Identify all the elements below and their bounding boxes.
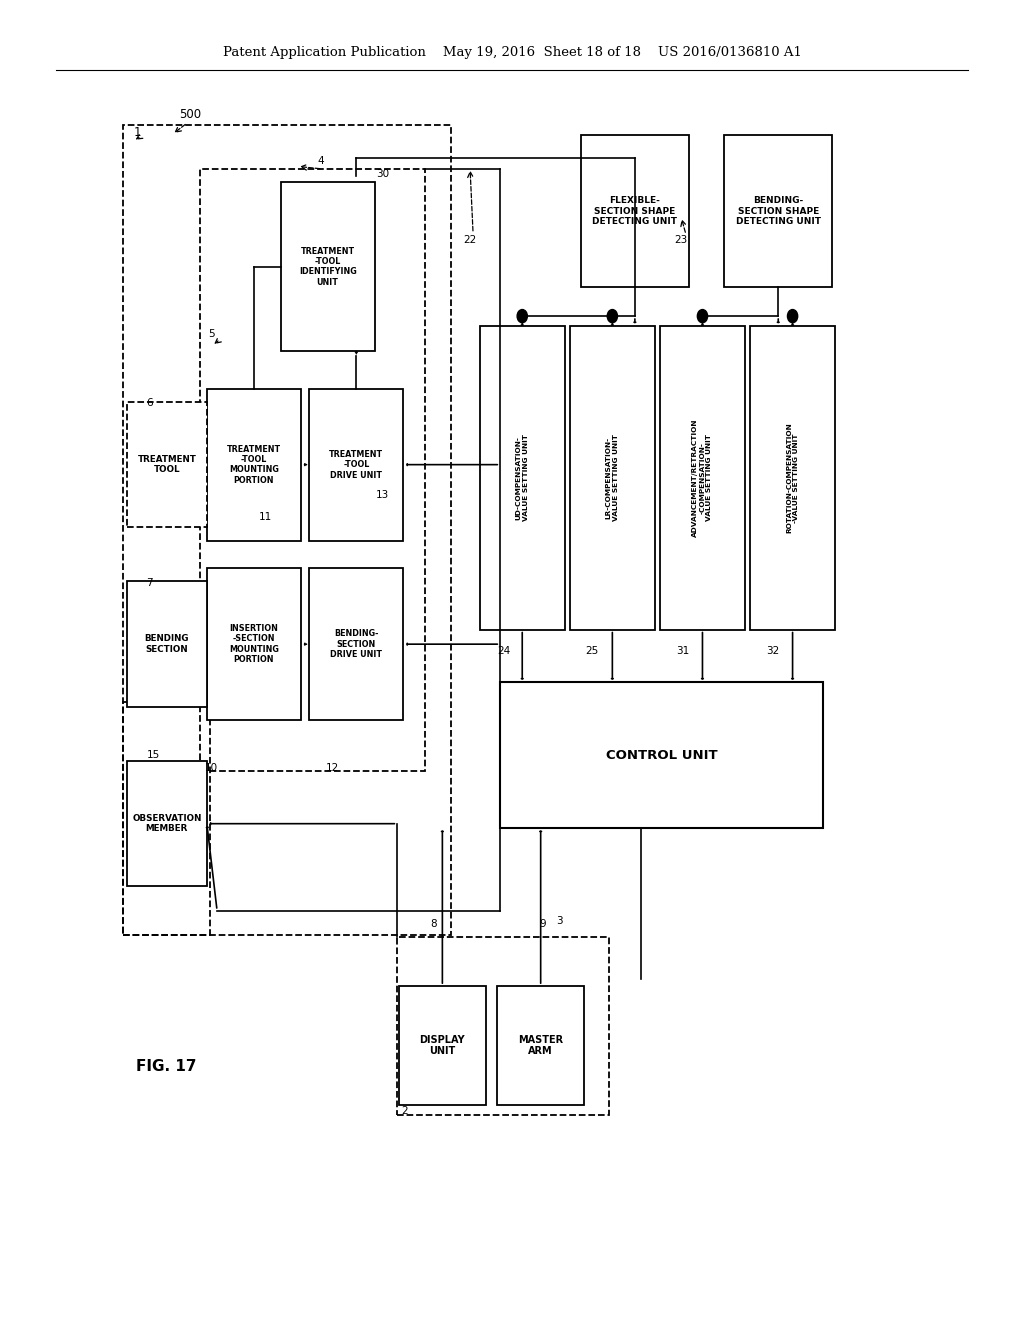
Text: UD-COMPENSATION-
VALUE SETTING UNIT: UD-COMPENSATION- VALUE SETTING UNIT <box>516 434 528 521</box>
Text: 8: 8 <box>430 919 436 929</box>
Text: 24: 24 <box>498 645 511 656</box>
Circle shape <box>607 309 617 323</box>
Text: 3: 3 <box>556 916 562 927</box>
Bar <box>207 568 301 721</box>
Text: 23: 23 <box>674 235 687 246</box>
Text: 30: 30 <box>376 169 389 180</box>
Text: TREATMENT
-TOOL
MOUNTING
PORTION: TREATMENT -TOOL MOUNTING PORTION <box>227 445 281 484</box>
Bar <box>207 388 301 541</box>
Text: 7: 7 <box>146 578 153 589</box>
Bar <box>309 388 403 541</box>
Text: 32: 32 <box>766 645 779 656</box>
Text: 500: 500 <box>179 108 202 121</box>
Text: TREATMENT
-TOOL
IDENTIFYING
UNIT: TREATMENT -TOOL IDENTIFYING UNIT <box>299 247 356 286</box>
Text: BENDING
SECTION: BENDING SECTION <box>144 635 189 653</box>
Text: ROTATION-COMPENSATION
-VALUE SETTING UNIT: ROTATION-COMPENSATION -VALUE SETTING UNI… <box>786 422 799 533</box>
Bar <box>123 125 451 935</box>
Text: 13: 13 <box>376 490 389 500</box>
Text: FIG. 17: FIG. 17 <box>135 1059 197 1074</box>
Bar <box>309 568 403 721</box>
Bar <box>397 937 609 1115</box>
Text: FLEXIBLE-
SECTION SHAPE
DETECTING UNIT: FLEXIBLE- SECTION SHAPE DETECTING UNIT <box>592 197 678 226</box>
Bar <box>582 136 688 288</box>
Text: 15: 15 <box>146 750 160 760</box>
Bar <box>399 986 486 1105</box>
Bar <box>127 401 207 527</box>
Text: TREATMENT
TOOL: TREATMENT TOOL <box>137 455 197 474</box>
Bar <box>127 581 207 708</box>
Text: TREATMENT
-TOOL
DRIVE UNIT: TREATMENT -TOOL DRIVE UNIT <box>330 450 383 479</box>
Text: OBSERVATION
MEMBER: OBSERVATION MEMBER <box>132 814 202 833</box>
Bar <box>569 326 655 630</box>
Bar <box>660 326 745 630</box>
Text: INSERTION
-SECTION
MOUNTING
PORTION: INSERTION -SECTION MOUNTING PORTION <box>229 624 279 664</box>
Text: Patent Application Publication    May 19, 2016  Sheet 18 of 18    US 2016/013681: Patent Application Publication May 19, 2… <box>222 46 802 59</box>
Bar <box>501 682 823 828</box>
Bar <box>200 169 425 771</box>
Bar <box>127 760 207 887</box>
Text: 22: 22 <box>463 235 476 246</box>
Text: 10: 10 <box>205 763 218 774</box>
Bar <box>750 326 836 630</box>
Text: 12: 12 <box>326 763 339 774</box>
Text: DISPLAY
UNIT: DISPLAY UNIT <box>420 1035 465 1056</box>
Text: LR-COMPENSATION-
VALUE SETTING UNIT: LR-COMPENSATION- VALUE SETTING UNIT <box>606 434 618 521</box>
Text: BENDING-
SECTION SHAPE
DETECTING UNIT: BENDING- SECTION SHAPE DETECTING UNIT <box>735 197 821 226</box>
Text: 2: 2 <box>401 1106 408 1117</box>
Bar <box>498 986 584 1105</box>
Text: ADVANCEMENT/RETRACTION
-COMPENSATION-
VALUE SETTING UNIT: ADVANCEMENT/RETRACTION -COMPENSATION- VA… <box>692 418 713 537</box>
Circle shape <box>697 309 708 323</box>
Text: 4: 4 <box>317 156 324 166</box>
Text: 25: 25 <box>586 645 599 656</box>
Bar <box>725 136 831 288</box>
Text: CONTROL UNIT: CONTROL UNIT <box>605 748 718 762</box>
Bar <box>281 182 375 351</box>
Text: 9: 9 <box>540 919 546 929</box>
Text: 31: 31 <box>676 645 689 656</box>
Text: MASTER
ARM: MASTER ARM <box>518 1035 563 1056</box>
Circle shape <box>787 309 798 323</box>
Text: 6: 6 <box>146 397 153 408</box>
Text: BENDING-
SECTION
DRIVE UNIT: BENDING- SECTION DRIVE UNIT <box>331 630 382 659</box>
Text: 11: 11 <box>259 512 272 523</box>
Bar <box>479 326 565 630</box>
Text: 5: 5 <box>208 329 214 339</box>
Bar <box>123 702 210 935</box>
Text: 1: 1 <box>134 125 141 139</box>
Circle shape <box>517 309 527 323</box>
